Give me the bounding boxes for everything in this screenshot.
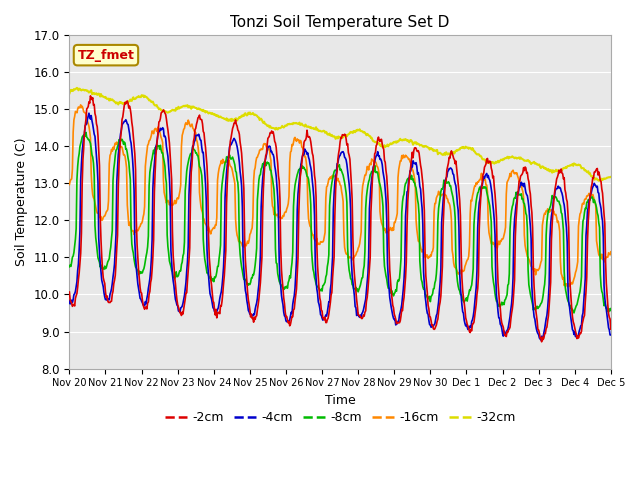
Title: Tonzi Soil Temperature Set D: Tonzi Soil Temperature Set D xyxy=(230,15,450,30)
X-axis label: Time: Time xyxy=(324,394,355,407)
Text: TZ_fmet: TZ_fmet xyxy=(77,48,134,61)
Legend: -2cm, -4cm, -8cm, -16cm, -32cm: -2cm, -4cm, -8cm, -16cm, -32cm xyxy=(159,406,520,429)
Y-axis label: Soil Temperature (C): Soil Temperature (C) xyxy=(15,138,28,266)
